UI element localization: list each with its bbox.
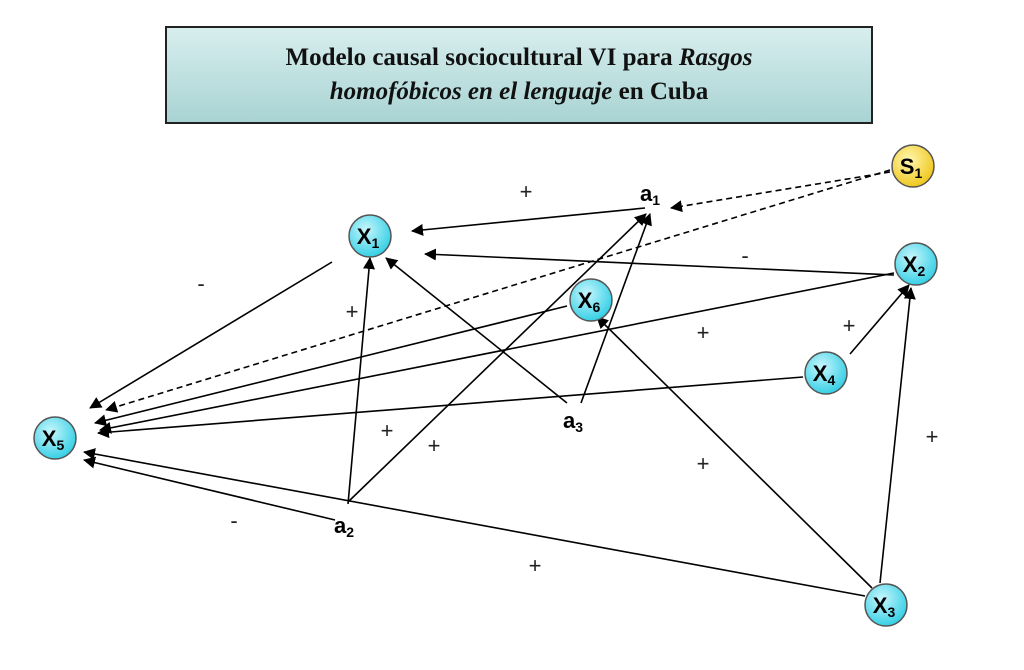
edge-sign-plus: + <box>697 451 710 476</box>
node-x4: X4 <box>804 351 848 395</box>
title-line-2: homofóbicos en el lenguaje en Cuba <box>330 75 709 109</box>
arrow-a1-to-x1 <box>411 207 646 236</box>
aux-node-a3: a3 <box>563 408 583 435</box>
edge-sign-plus: + <box>926 424 939 449</box>
node-circle-x6 <box>569 278 613 322</box>
node-label-x6: X6 <box>578 288 601 315</box>
edge-sign-minus: - <box>230 508 237 533</box>
node-circle-s1 <box>891 144 935 188</box>
edges-layer <box>83 169 916 597</box>
aux-node-a1: a1 <box>640 181 660 208</box>
edge-sign-plus: + <box>529 553 542 578</box>
node-x6: X6 <box>569 278 613 322</box>
node-circle-x4 <box>804 351 848 395</box>
nodes-layer: X1 X2 X3 X4 X5 X6 S1 a1 a2 a3 <box>33 144 938 627</box>
edge-sign-minus: - <box>197 271 204 296</box>
node-circle-x1 <box>348 214 392 258</box>
node-label-x4: X4 <box>813 361 836 388</box>
arrow-x1-to-x5 <box>89 261 333 409</box>
node-label-x1: X1 <box>357 224 380 251</box>
edge-sign-plus: + <box>843 313 856 338</box>
title-line1-italic: Rasgos <box>678 44 753 71</box>
arrow-a3-to-x1 <box>385 257 568 404</box>
edge-sign-minus: - <box>741 243 748 268</box>
arrow-x3-to-x2 <box>879 287 916 584</box>
node-label-s1: S1 <box>900 154 923 181</box>
node-x3: X3 <box>864 583 908 627</box>
arrow-x2-to-x5 <box>99 272 895 434</box>
node-label-x3: X3 <box>873 593 896 620</box>
node-s1: S1 <box>891 144 935 188</box>
title-line2-normal: en Cuba <box>612 78 709 105</box>
arrow-x6-to-x5 <box>94 305 568 427</box>
arrow-a2-to-a1 <box>347 213 647 503</box>
node-circle-x3 <box>864 583 908 627</box>
arrow-s1-to-x5 <box>105 169 891 413</box>
title-line1-normal: Modelo causal sociocultural VI para <box>285 44 679 71</box>
node-x1: X1 <box>348 214 392 258</box>
edge-sign-plus: + <box>381 418 394 443</box>
arrow-a2-to-x5 <box>83 456 336 521</box>
arrow-x4-to-x2 <box>849 284 910 355</box>
signs-layer: + - - + + + + + + + - + <box>197 179 938 578</box>
node-x2: X2 <box>894 242 938 286</box>
node-circle-x2 <box>894 242 938 286</box>
node-label-x5: X5 <box>42 426 65 453</box>
aux-node-a2: a2 <box>334 513 354 540</box>
diagram-title: Modelo causal sociocultural VI para Rasg… <box>165 26 873 124</box>
arrow-x2-to-x1 <box>424 248 895 276</box>
arrow-x3-to-x6 <box>596 316 873 589</box>
arrow-a2-to-x1 <box>347 257 375 505</box>
title-line-1: Modelo causal sociocultural VI para Rasg… <box>286 41 753 75</box>
arrow-a3-to-a1 <box>580 213 652 404</box>
edge-sign-plus: + <box>346 299 359 324</box>
edge-sign-plus: + <box>520 179 533 204</box>
node-circle-x5 <box>33 416 77 460</box>
node-label-x2: X2 <box>903 252 926 279</box>
arrow-x3-to-x5 <box>83 448 866 597</box>
arrow-s1-to-a1 <box>670 171 891 213</box>
edge-sign-plus: + <box>428 433 441 458</box>
edge-sign-plus: + <box>697 320 710 345</box>
arrow-x4-to-x5 <box>97 376 804 439</box>
node-x5: X5 <box>33 416 77 460</box>
title-line2-italic: homofóbicos en el lenguaje <box>329 78 613 105</box>
